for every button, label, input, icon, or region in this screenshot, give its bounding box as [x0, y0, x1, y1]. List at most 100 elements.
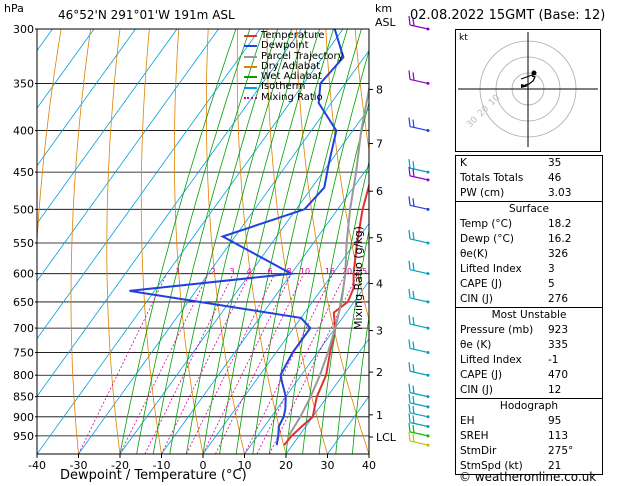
- legend-label: Dry Adiabat: [261, 60, 321, 72]
- pressure-tick-label: 750: [13, 346, 34, 359]
- wind-barb-flag: [408, 431, 411, 442]
- wind-barb-shaft: [409, 431, 429, 437]
- wet-adiabat: [152, 29, 265, 454]
- stat-value: -1: [548, 354, 559, 366]
- stat-label: CIN (J): [460, 384, 493, 396]
- pressure-tick-label: 950: [13, 430, 34, 443]
- wind-barb-flag: [412, 161, 415, 170]
- wind-barb-flag: [408, 422, 411, 432]
- pressure-tick-label: 500: [13, 203, 34, 216]
- pressure-tick-label: 550: [13, 237, 34, 250]
- stat-value: 95: [548, 415, 562, 427]
- height-tick-label: 4: [376, 278, 383, 291]
- wind-barb-flag: [408, 117, 411, 127]
- mixing-ratio-label: 3: [229, 267, 234, 276]
- stat-row: EH 95: [456, 414, 602, 429]
- stat-value: 326: [548, 248, 569, 260]
- hodograph-stats-title: Hodograph: [499, 400, 559, 412]
- dry-adiabat: [173, 29, 204, 454]
- stat-row: PW (cm) 3.03: [456, 186, 602, 201]
- stat-row: θe (K) 335: [456, 338, 602, 353]
- legend: Temperature Dewpoint Parcel Trajectory Dry …: [244, 30, 344, 103]
- stat-label: Pressure (mb): [460, 324, 534, 336]
- pressure-tick-label: 600: [13, 268, 34, 281]
- copyright-footer[interactable]: © weatheronline.co.uk: [459, 470, 597, 484]
- sounding-datetime: 02.08.2022 15GMT (Base: 12): [410, 8, 606, 23]
- stat-row: StmSpd (kt) 21: [456, 459, 602, 474]
- stat-label: θe(K): [460, 248, 488, 260]
- legend-item: Mixing Ratio: [244, 92, 344, 103]
- legend-label: Temperature: [261, 30, 325, 41]
- stat-value: 18.2: [548, 218, 572, 230]
- wind-barb-flag: [408, 260, 411, 270]
- mixing-ratio-label: 1: [175, 267, 180, 276]
- stat-row: Dewp (°C) 16.2: [456, 232, 602, 247]
- stat-label: SREH: [460, 430, 489, 442]
- pressure-tick-label: 650: [13, 296, 34, 309]
- mixing-ratio-label: 10: [300, 267, 310, 276]
- profile-temperature: [283, 181, 369, 446]
- legend-item: Temperature: [244, 30, 344, 41]
- wind-barb-flag: [412, 424, 415, 433]
- dry-adiabat: [140, 29, 162, 454]
- stat-row: Totals Totals 46: [456, 171, 602, 186]
- stat-label: StmSpd (kt): [460, 460, 523, 472]
- stat-row: Lifted Index -1: [456, 353, 602, 368]
- x-tick-label: -40: [28, 459, 46, 472]
- stat-value: 21: [548, 460, 562, 472]
- wet-adiabat: [352, 314, 369, 454]
- wind-barb-flag: [408, 339, 411, 349]
- stat-label: Totals Totals: [460, 172, 524, 184]
- x-tick-label: 20: [279, 459, 293, 472]
- wind-barb-flag: [408, 362, 411, 372]
- wind-barb-flag: [408, 229, 411, 240]
- mixing-ratio-label: 25: [357, 267, 367, 276]
- legend-swatch: [244, 96, 257, 99]
- wind-barb-shaft: [409, 412, 429, 418]
- wind-barb-origin: [426, 300, 430, 304]
- dry-adiabat: [106, 29, 121, 454]
- stat-label: Temp (°C): [460, 218, 513, 230]
- stat-value: 46: [548, 172, 562, 184]
- stat-value: 335: [548, 339, 569, 351]
- pressure-tick-label: 850: [13, 391, 34, 404]
- wind-barb-flag: [412, 231, 415, 241]
- indices-panel: K 35 Totals Totals 46 PW (cm) 3.03 Surface Te…: [455, 155, 603, 475]
- dry-adiabat: [37, 29, 62, 454]
- x-tick-label: 30: [321, 459, 335, 472]
- mixing-ratio-line: [78, 273, 168, 454]
- wind-barb-origin: [426, 170, 430, 174]
- stat-row: CIN (J) 276: [456, 292, 602, 307]
- stat-value: 16.2: [548, 233, 572, 245]
- wind-barb-shaft: [409, 392, 429, 398]
- dry-adiabat: [354, 29, 369, 153]
- stat-label: Dewp (°C): [460, 233, 514, 245]
- stat-value: 276: [548, 293, 569, 305]
- dry-adiabat: [205, 29, 245, 454]
- wind-barb-flag: [412, 405, 415, 414]
- profile-parcel-trajectory: [287, 84, 369, 437]
- stat-row: Lifted Index 3: [456, 262, 602, 277]
- legend-label: Dewpoint: [261, 40, 309, 52]
- wind-barb-flag: [408, 70, 411, 80]
- wind-barb-flag: [408, 196, 411, 206]
- wind-barb-flag: [408, 383, 411, 393]
- legend-label: Parcel Trajectory: [261, 50, 344, 62]
- wind-barb-flag: [408, 413, 411, 423]
- wind-barb-shaft: [409, 347, 429, 354]
- profile-dewpoint: [129, 29, 345, 446]
- wind-barb-flag: [412, 341, 415, 350]
- wind-barb-flag: [412, 168, 415, 177]
- stat-label: K: [460, 157, 467, 169]
- wind-barb-flag: [408, 393, 411, 403]
- mixing-ratio-line: [119, 273, 209, 454]
- isotherm-line: [37, 29, 136, 167]
- isotherm-line: [37, 29, 344, 454]
- legend-swatch: [244, 86, 257, 89]
- isotherm-line: [37, 29, 219, 282]
- surface-rows: Temp (°C) 18.2 Dewp (°C) 16.2 θe(K) 326 Lifted…: [456, 217, 602, 307]
- wind-barb-shaft: [409, 370, 429, 376]
- x-tick-label: -30: [70, 459, 88, 472]
- wind-barb-origin: [426, 424, 430, 428]
- wet-adiabat: [252, 29, 348, 454]
